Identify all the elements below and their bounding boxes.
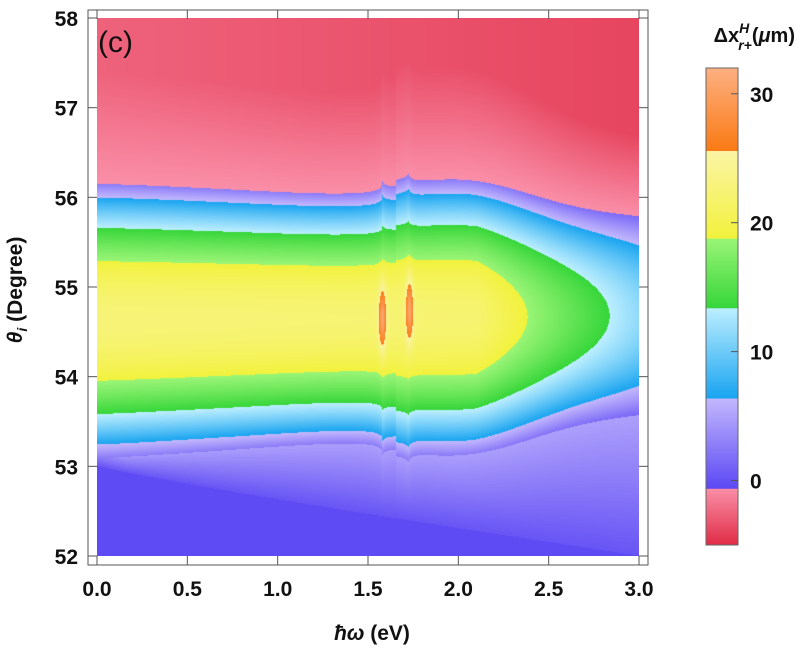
colorbar-band [706, 238, 738, 309]
colorbar-tick-label: 10 [750, 342, 773, 365]
y-axis: 52 53 54 55 56 57 58 [55, 8, 648, 569]
x-axis: 0.0 0.5 1.0 1.5 2.0 2.5 3.0 [82, 10, 654, 601]
x-tick-label: 1.5 [353, 578, 383, 601]
x-tick-label: 3.0 [624, 578, 653, 601]
heatmap [97, 18, 639, 556]
y-tick-label: 58 [55, 8, 79, 31]
x-axis-title: ħω (eV) [334, 622, 410, 645]
x-tick-label: 2.0 [444, 578, 473, 601]
y-tick-label: 54 [55, 367, 79, 390]
colorbar-band [706, 150, 738, 239]
x-tick-label: 2.5 [534, 578, 564, 601]
colorbar-title: ΔxH r+(μm) [714, 20, 795, 53]
y-tick-label: 57 [55, 98, 78, 121]
y-axis-title: θi (Degree) [4, 237, 30, 344]
x-tick-label: 0.0 [82, 578, 111, 601]
colorbar-band [706, 307, 738, 399]
x-tick-label: 1.0 [263, 578, 292, 601]
y-tick-label: 56 [55, 187, 78, 210]
colorbar-tick-label: 0 [750, 471, 762, 494]
y-tick-label: 52 [55, 546, 78, 569]
colorbar-tick-label: 20 [750, 213, 773, 236]
colorbar-band [706, 68, 738, 152]
x-tick-label: 0.5 [173, 578, 203, 601]
y-tick-label: 55 [55, 277, 79, 300]
panel-label: (c) [98, 26, 133, 59]
colorbar: ΔxH r+(μm) 0 10 20 30 [705, 20, 795, 546]
colorbar-frame [705, 67, 739, 546]
y-tick-label: 53 [55, 456, 78, 479]
colorbar-band [706, 398, 738, 489]
colorbar-tick-label: 30 [750, 84, 773, 107]
colorbar-band [706, 488, 738, 546]
